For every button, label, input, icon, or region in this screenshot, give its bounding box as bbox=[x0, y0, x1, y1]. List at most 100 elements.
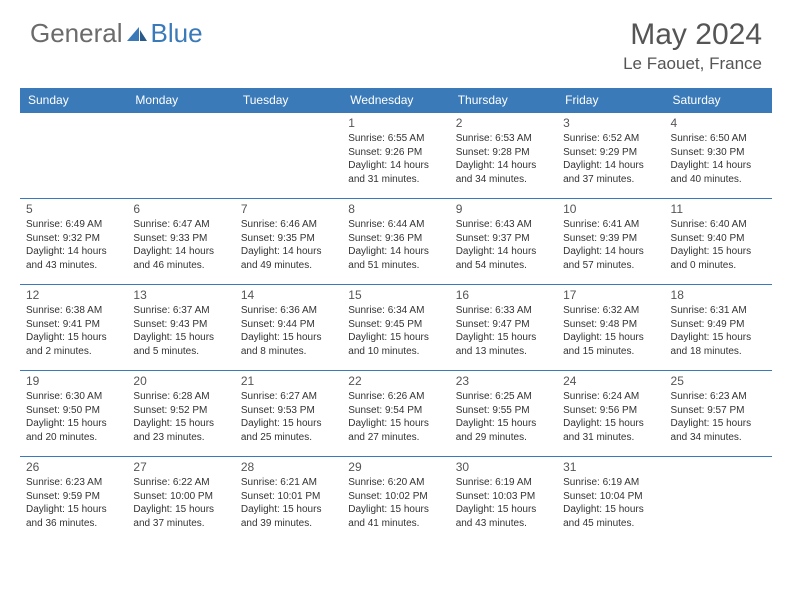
day-details: Sunrise: 6:38 AMSunset: 9:41 PMDaylight:… bbox=[26, 304, 121, 358]
day-number: 19 bbox=[26, 374, 121, 388]
day-number: 5 bbox=[26, 202, 121, 216]
col-wednesday: Wednesday bbox=[342, 88, 449, 113]
week-row: 12 Sunrise: 6:38 AMSunset: 9:41 PMDayligh… bbox=[20, 285, 772, 371]
day-number: 6 bbox=[133, 202, 228, 216]
day-number: 14 bbox=[241, 288, 336, 302]
day-number: 12 bbox=[26, 288, 121, 302]
title-block: May 2024 Le Faouet, France bbox=[623, 18, 762, 74]
day-cell: 21Sunrise: 6:27 AMSunset: 9:53 PMDayligh… bbox=[235, 371, 342, 457]
day-cell: 9Sunrise: 6:43 AMSunset: 9:37 PMDaylight… bbox=[450, 199, 557, 285]
day-cell bbox=[127, 113, 234, 199]
day-cell: 6Sunrise: 6:47 AMSunset: 9:33 PMDaylight… bbox=[127, 199, 234, 285]
day-cell: 31 Sunrise: 6:19 AMSunset: 10:04 PMDaylig… bbox=[557, 457, 664, 543]
day-number: 16 bbox=[456, 288, 551, 302]
logo-text-gray: General bbox=[30, 18, 123, 49]
day-cell bbox=[20, 113, 127, 199]
col-sunday: Sunday bbox=[20, 88, 127, 113]
day-details: Sunrise: 6:40 AMSunset: 9:40 PMDaylight:… bbox=[671, 218, 766, 272]
month-title: May 2024 bbox=[623, 18, 762, 52]
day-number: 26 bbox=[26, 460, 121, 474]
day-number: 15 bbox=[348, 288, 443, 302]
day-details: Sunrise: 6:32 AMSunset: 9:48 PMDaylight:… bbox=[563, 304, 658, 358]
day-cell bbox=[665, 457, 772, 543]
day-details: Sunrise: 6:23 AMSunset: 9:57 PMDaylight:… bbox=[671, 390, 766, 444]
day-details: Sunrise: 6:24 AMSunset: 9:56 PMDaylight:… bbox=[563, 390, 658, 444]
day-cell: 15Sunrise: 6:34 AMSunset: 9:45 PMDayligh… bbox=[342, 285, 449, 371]
day-number: 1 bbox=[348, 116, 443, 130]
day-details: Sunrise: 6:43 AMSunset: 9:37 PMDaylight:… bbox=[456, 218, 551, 272]
day-details: Sunrise: 6:44 AMSunset: 9:36 PMDaylight:… bbox=[348, 218, 443, 272]
week-row: 1 Sunrise: 6:55 AMSunset: 9:26 PMDaylight… bbox=[20, 113, 772, 199]
day-number: 11 bbox=[671, 202, 766, 216]
day-details: Sunrise: 6:19 AMSunset: 10:03 PMDaylight… bbox=[456, 476, 551, 530]
day-cell: 18Sunrise: 6:31 AMSunset: 9:49 PMDayligh… bbox=[665, 285, 772, 371]
day-cell: 23Sunrise: 6:25 AMSunset: 9:55 PMDayligh… bbox=[450, 371, 557, 457]
day-cell: 17 Sunrise: 6:32 AMSunset: 9:48 PMDayligh… bbox=[557, 285, 664, 371]
day-details: Sunrise: 6:22 AMSunset: 10:00 PMDaylight… bbox=[133, 476, 228, 530]
day-cell: 20Sunrise: 6:28 AMSunset: 9:52 PMDayligh… bbox=[127, 371, 234, 457]
day-number: 10 bbox=[563, 202, 658, 216]
day-cell: 2 Sunrise: 6:53 AMSunset: 9:28 PMDaylight… bbox=[450, 113, 557, 199]
day-cell: 24 Sunrise: 6:24 AMSunset: 9:56 PMDayligh… bbox=[557, 371, 664, 457]
header: General Blue May 2024 Le Faouet, France bbox=[0, 0, 792, 82]
logo-sail-icon bbox=[125, 19, 149, 37]
day-cell: 19Sunrise: 6:30 AMSunset: 9:50 PMDayligh… bbox=[20, 371, 127, 457]
day-details: Sunrise: 6:20 AMSunset: 10:02 PMDaylight… bbox=[348, 476, 443, 530]
day-number: 7 bbox=[241, 202, 336, 216]
col-thursday: Thursday bbox=[450, 88, 557, 113]
day-details: Sunrise: 6:31 AMSunset: 9:49 PMDaylight:… bbox=[671, 304, 766, 358]
col-friday: Friday bbox=[557, 88, 664, 113]
day-number: 27 bbox=[133, 460, 228, 474]
day-details: Sunrise: 6:28 AMSunset: 9:52 PMDaylight:… bbox=[133, 390, 228, 444]
col-saturday: Saturday bbox=[665, 88, 772, 113]
day-details: Sunrise: 6:36 AMSunset: 9:44 PMDaylight:… bbox=[241, 304, 336, 358]
day-cell: 26Sunrise: 6:23 AMSunset: 9:59 PMDayligh… bbox=[20, 457, 127, 543]
day-header-row: Sunday Monday Tuesday Wednesday Thursday… bbox=[20, 88, 772, 113]
day-cell: 22 Sunrise: 6:26 AMSunset: 9:54 PMDayligh… bbox=[342, 371, 449, 457]
day-number: 25 bbox=[671, 374, 766, 388]
day-cell: 5 Sunrise: 6:49 AMSunset: 9:32 PMDaylight… bbox=[20, 199, 127, 285]
day-details: Sunrise: 6:49 AMSunset: 9:32 PMDaylight:… bbox=[26, 218, 121, 272]
logo-text-blue: Blue bbox=[151, 18, 203, 49]
day-cell: 13Sunrise: 6:37 AMSunset: 9:43 PMDayligh… bbox=[127, 285, 234, 371]
day-details: Sunrise: 6:52 AMSunset: 9:29 PMDaylight:… bbox=[563, 132, 658, 186]
day-cell: 1 Sunrise: 6:55 AMSunset: 9:26 PMDaylight… bbox=[342, 113, 449, 199]
day-cell: 27 Sunrise: 6:22 AMSunset: 10:00 PMDaylig… bbox=[127, 457, 234, 543]
col-monday: Monday bbox=[127, 88, 234, 113]
day-number: 29 bbox=[348, 460, 443, 474]
day-number: 23 bbox=[456, 374, 551, 388]
day-details: Sunrise: 6:26 AMSunset: 9:54 PMDaylight:… bbox=[348, 390, 443, 444]
day-number: 24 bbox=[563, 374, 658, 388]
week-row: 19Sunrise: 6:30 AMSunset: 9:50 PMDayligh… bbox=[20, 371, 772, 457]
logo: General Blue bbox=[30, 18, 203, 49]
day-number: 8 bbox=[348, 202, 443, 216]
day-cell: 4Sunrise: 6:50 AMSunset: 9:30 PMDaylight… bbox=[665, 113, 772, 199]
day-number: 21 bbox=[241, 374, 336, 388]
day-number: 17 bbox=[563, 288, 658, 302]
day-details: Sunrise: 6:55 AMSunset: 9:26 PMDaylight:… bbox=[348, 132, 443, 186]
day-cell: 12 Sunrise: 6:38 AMSunset: 9:41 PMDayligh… bbox=[20, 285, 127, 371]
day-cell: 14 Sunrise: 6:36 AMSunset: 9:44 PMDayligh… bbox=[235, 285, 342, 371]
day-details: Sunrise: 6:33 AMSunset: 9:47 PMDaylight:… bbox=[456, 304, 551, 358]
location-label: Le Faouet, France bbox=[623, 54, 762, 74]
day-details: Sunrise: 6:50 AMSunset: 9:30 PMDaylight:… bbox=[671, 132, 766, 186]
day-cell: 11 Sunrise: 6:40 AMSunset: 9:40 PMDayligh… bbox=[665, 199, 772, 285]
day-number: 22 bbox=[348, 374, 443, 388]
day-details: Sunrise: 6:19 AMSunset: 10:04 PMDaylight… bbox=[563, 476, 658, 530]
day-number: 2 bbox=[456, 116, 551, 130]
day-number: 28 bbox=[241, 460, 336, 474]
day-details: Sunrise: 6:41 AMSunset: 9:39 PMDaylight:… bbox=[563, 218, 658, 272]
day-number: 31 bbox=[563, 460, 658, 474]
day-cell: 28 Sunrise: 6:21 AMSunset: 10:01 PMDaylig… bbox=[235, 457, 342, 543]
day-details: Sunrise: 6:46 AMSunset: 9:35 PMDaylight:… bbox=[241, 218, 336, 272]
day-number: 13 bbox=[133, 288, 228, 302]
day-number: 30 bbox=[456, 460, 551, 474]
day-cell: 7 Sunrise: 6:46 AMSunset: 9:35 PMDaylight… bbox=[235, 199, 342, 285]
calendar-table: Sunday Monday Tuesday Wednesday Thursday… bbox=[20, 88, 772, 543]
day-cell: 10 Sunrise: 6:41 AMSunset: 9:39 PMDayligh… bbox=[557, 199, 664, 285]
week-row: 26Sunrise: 6:23 AMSunset: 9:59 PMDayligh… bbox=[20, 457, 772, 543]
day-details: Sunrise: 6:53 AMSunset: 9:28 PMDaylight:… bbox=[456, 132, 551, 186]
day-cell bbox=[235, 113, 342, 199]
day-details: Sunrise: 6:21 AMSunset: 10:01 PMDaylight… bbox=[241, 476, 336, 530]
day-cell: 3Sunrise: 6:52 AMSunset: 9:29 PMDaylight… bbox=[557, 113, 664, 199]
